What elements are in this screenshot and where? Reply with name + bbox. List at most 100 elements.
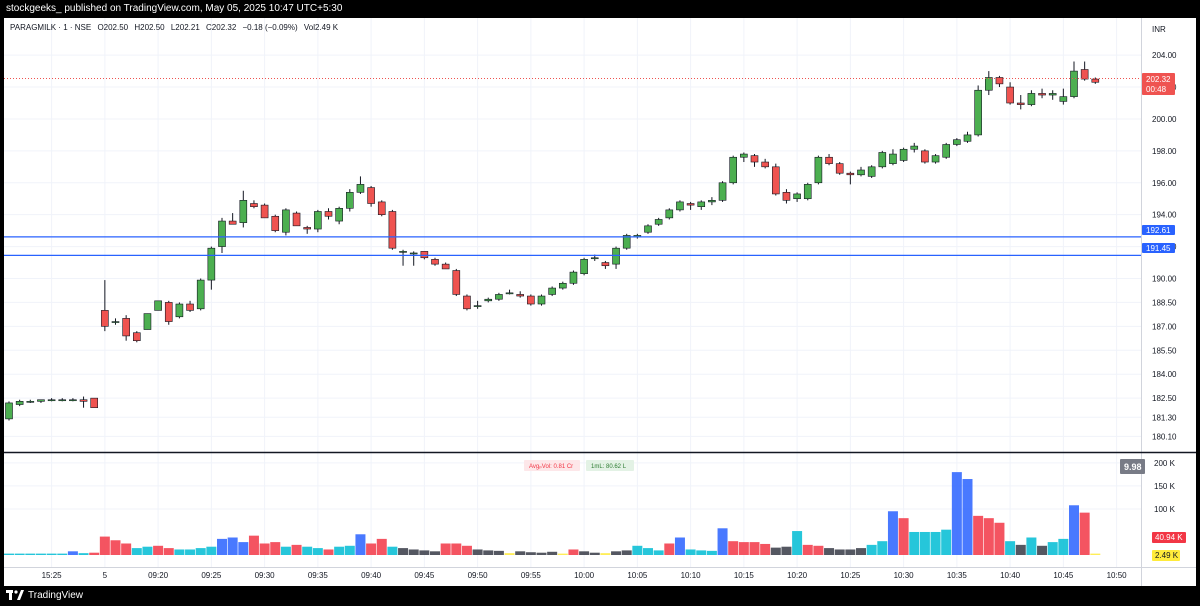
candle-body (292, 212, 301, 227)
volume-bar (472, 549, 483, 555)
candle-body (186, 303, 194, 311)
candle-body (708, 200, 716, 203)
candle-body (324, 211, 333, 217)
volume-bar (227, 537, 238, 555)
volume-bar (887, 511, 898, 555)
volume-bar (4, 553, 14, 555)
candle-body (122, 318, 130, 337)
volume-bar (674, 537, 685, 555)
volume-bar (781, 546, 792, 555)
candle-body (133, 332, 141, 342)
volume-bar (898, 518, 909, 555)
legend-close: C202.32 (206, 23, 237, 32)
current-price-value: 202.32 (1146, 75, 1171, 84)
volume-bar (259, 543, 270, 555)
volume-bar (1069, 505, 1079, 555)
candle-body (431, 259, 439, 265)
candle-body (622, 235, 631, 249)
volume-label: 150 K (1154, 482, 1176, 491)
svg-text:AvgₚVol: 0.81 Cr: AvgₚVol: 0.81 Cr (529, 464, 573, 470)
volume-bar (493, 550, 504, 555)
candle-body (697, 201, 706, 208)
volume-bar (25, 553, 36, 555)
volume-bar (994, 522, 1005, 555)
volume-bar (909, 531, 920, 555)
candle-body (399, 251, 407, 253)
volume-axis-labels[interactable]: 200 K 150 K 100 K (1154, 459, 1176, 514)
candle-body (548, 287, 556, 295)
volume-bar (195, 548, 206, 555)
price-label: 200.00 (1152, 115, 1177, 124)
volume-bar (1090, 553, 1101, 555)
candle-body (15, 401, 24, 405)
time-label: 09:50 (468, 571, 489, 580)
price-label: 188.50 (1152, 298, 1177, 307)
candle-body (857, 169, 865, 176)
currency-label[interactable]: INR (1152, 25, 1166, 34)
candle-body (782, 192, 791, 201)
volume-bar (67, 551, 78, 555)
candles (5, 61, 1100, 421)
candle-body (505, 292, 514, 295)
candle-body (814, 156, 823, 184)
volume-bar (334, 546, 345, 555)
candle-body (218, 220, 226, 247)
candle-body (5, 402, 13, 420)
candle-body (69, 399, 77, 402)
svg-text:1mL: 80.62 L: 1mL: 80.62 L (591, 464, 627, 470)
price-label: 187.00 (1152, 322, 1177, 331)
time-label: 10:20 (787, 571, 808, 580)
volume-bar (738, 542, 749, 555)
time-label: 10:15 (734, 571, 755, 580)
candle-body (228, 220, 237, 225)
volume-bar (664, 543, 675, 555)
candle-body (750, 155, 759, 163)
volume-label: 100 K (1154, 505, 1176, 514)
volume-bar (312, 548, 323, 555)
volume-bar (1058, 538, 1069, 555)
price-label: 198.00 (1152, 147, 1177, 156)
volume-bar (770, 547, 781, 555)
candle-body (1070, 70, 1078, 97)
volume-bar (483, 550, 494, 555)
volume-bar (728, 541, 739, 555)
chart-area[interactable]: PARAGMILK · 1 · NSE O202.50 H202.50 L202… (4, 18, 1196, 586)
volume-bar (163, 548, 174, 555)
volume-bar (153, 545, 164, 555)
indicator-value-tag: 9.98 (1120, 459, 1145, 474)
volume-bar (813, 545, 824, 555)
volume-bar (579, 551, 590, 555)
candle-body (1080, 69, 1089, 80)
time-label: 09:55 (521, 571, 542, 580)
chart-svg[interactable]: PARAGMILK · 1 · NSE O202.50 H202.50 L202… (4, 18, 1196, 586)
price-label: 182.50 (1152, 394, 1177, 403)
volume-bar (941, 529, 952, 555)
candle-body (846, 172, 855, 176)
candle-body (420, 251, 429, 259)
candle-body (953, 139, 961, 145)
candle-body (654, 219, 663, 225)
volume-bar (802, 544, 813, 555)
candle-body (644, 225, 652, 233)
time-axis-labels[interactable]: 15:25 5 09:20 09:25 09:30 09:35 09:40 09:45 09:5… (42, 571, 1128, 580)
candle-body (452, 270, 461, 295)
tradingview-brand[interactable]: TradingView (6, 589, 83, 601)
candle-body (942, 144, 951, 158)
candle-body (590, 257, 599, 260)
horizontal-lines[interactable] (4, 236, 1141, 257)
time-label: 09:45 (414, 571, 435, 580)
volume-bar (653, 550, 664, 555)
volume-bar (536, 552, 547, 555)
volume-label: 200 K (1154, 459, 1176, 468)
candle-body (47, 399, 56, 402)
volume-bar (419, 550, 430, 555)
volume-bar (834, 549, 845, 555)
candle-body (569, 271, 578, 284)
candle-body (26, 401, 35, 403)
volume-bar (110, 540, 121, 555)
time-label: 09:30 (255, 571, 276, 580)
candle-body (367, 187, 375, 204)
volume-bar (35, 553, 46, 555)
volume-bar (440, 543, 451, 555)
candle-body (995, 77, 1004, 85)
